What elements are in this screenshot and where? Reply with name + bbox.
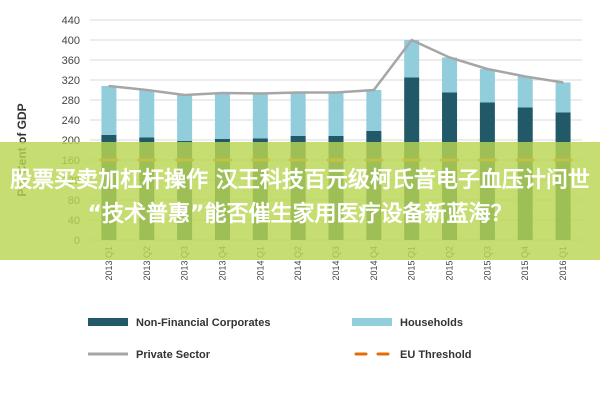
bar-households-2	[177, 95, 193, 141]
private-sector-point	[221, 92, 224, 94]
bar-households-0	[101, 86, 117, 135]
y-tick-label: 360	[62, 55, 80, 67]
legend: Non-Financial Corporates Households Privat…	[88, 317, 472, 361]
bar-households-8	[404, 40, 420, 78]
private-sector-point	[524, 75, 527, 78]
x-tick-label: 2014 Q2	[293, 246, 303, 281]
private-sector-point	[297, 91, 299, 94]
bar-households-4	[252, 93, 268, 139]
legend-households-label: Households	[400, 317, 463, 329]
private-sector-point	[335, 91, 337, 94]
x-tick-label: 2015 Q2	[445, 246, 455, 281]
private-sector-point	[562, 81, 564, 84]
y-tick-label: 320	[62, 75, 80, 87]
bar-households-10	[479, 69, 495, 103]
legend-eu-threshold-label: EU Threshold	[400, 349, 472, 361]
y-tick-label: 400	[62, 35, 80, 47]
x-tick-label: 2015 Q3	[482, 246, 492, 281]
bar-households-11	[517, 76, 533, 108]
bar-households-3	[214, 93, 230, 139]
y-tick-label: 280	[62, 95, 80, 107]
bar-households-7	[366, 90, 382, 131]
x-tick-label: 2014 Q3	[331, 246, 341, 281]
overlay-headline: 股票买卖加杠杆操作 汉王科技百元级柯氏音电子血压计问世 “技术普惠”能否催生家用…	[0, 142, 600, 260]
x-tick-label: 2013 Q1	[104, 246, 114, 281]
x-tick-label: 2015 Q4	[520, 246, 530, 281]
x-tick-label: 2014 Q4	[369, 246, 379, 281]
x-tick-label: 2013 Q3	[180, 246, 190, 281]
x-tick-label: 2013 Q4	[217, 246, 227, 281]
private-sector-point	[448, 56, 451, 59]
private-sector-point	[410, 39, 413, 41]
legend-private-sector-label: Private Sector	[136, 349, 211, 361]
private-sector-point	[145, 89, 148, 91]
private-sector-line	[108, 38, 564, 97]
legend-non-financial-corporates-label: Non-Financial Corporates	[136, 317, 270, 329]
private-sector-point	[183, 94, 186, 96]
private-sector-point	[373, 89, 375, 91]
legend-households-swatch	[352, 318, 392, 326]
y-tick-label: 240	[62, 115, 80, 127]
x-axis-ticks: 2013 Q1 2013 Q2 2013 Q3 2013 Q4 2014 Q1 2014 …	[104, 246, 568, 281]
bar-households-12	[555, 82, 571, 113]
private-sector-point	[108, 85, 110, 87]
x-tick-label: 2016 Q1	[558, 246, 568, 281]
x-tick-label: 2013 Q2	[142, 246, 152, 281]
bar-households-1	[139, 90, 155, 138]
private-sector-point	[486, 68, 489, 70]
legend-non-financial-corporates-swatch	[88, 318, 128, 326]
x-tick-label: 2014 Q1	[255, 246, 265, 281]
bar-households-5	[290, 92, 306, 136]
bar-households-9	[442, 57, 458, 93]
private-sector-series	[108, 38, 564, 97]
x-tick-label: 2015 Q1	[407, 246, 417, 281]
bar-households-6	[328, 92, 344, 136]
private-sector-point	[259, 92, 262, 95]
y-tick-label: 440	[62, 15, 80, 27]
